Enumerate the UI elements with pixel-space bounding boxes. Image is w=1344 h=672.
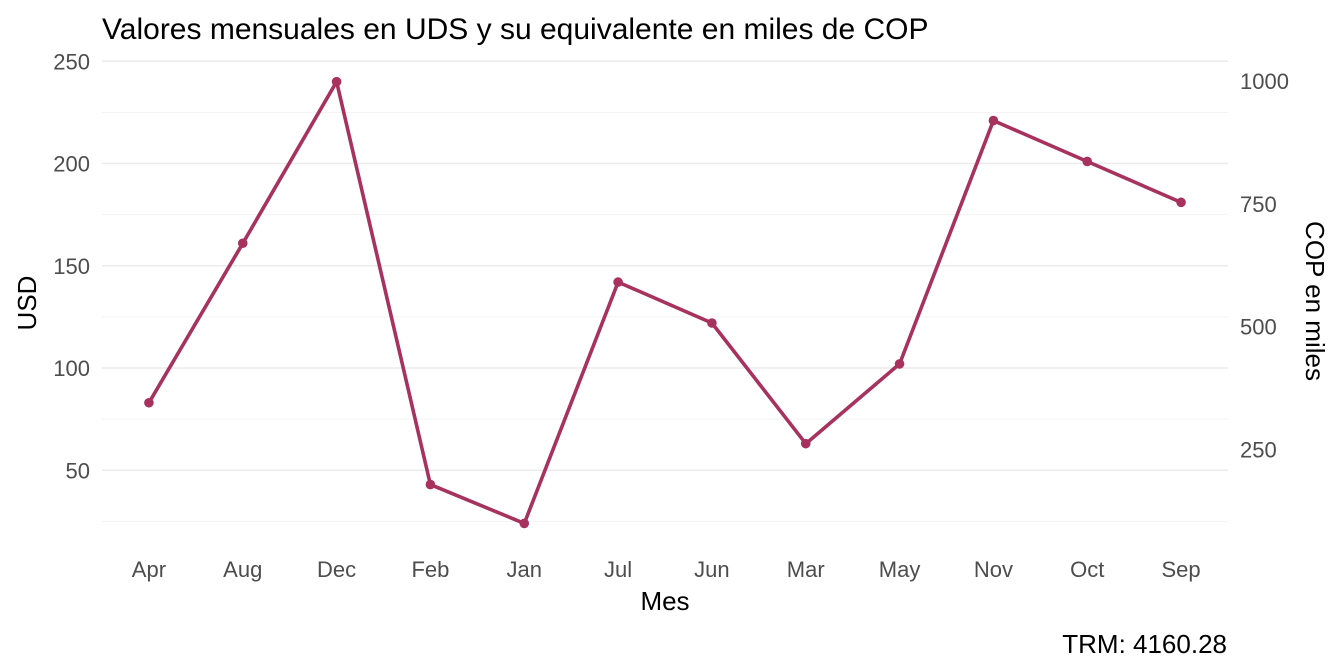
data-point bbox=[800, 438, 811, 449]
x-axis-ticks: Apr Aug Dec Feb Jan Jul Jun Mar May Nov Oct Sep bbox=[132, 557, 1201, 582]
data-point bbox=[613, 277, 623, 287]
data-point bbox=[331, 76, 342, 87]
y-tick-label: 250 bbox=[53, 49, 90, 74]
y-right-tick-label: 250 bbox=[1240, 438, 1277, 463]
x-tick-label: Jul bbox=[604, 557, 632, 582]
gridlines bbox=[102, 60, 1228, 522]
data-point bbox=[519, 518, 530, 529]
x-tick-label: Feb bbox=[411, 557, 449, 582]
data-point bbox=[144, 397, 154, 408]
x-tick-label: May bbox=[879, 557, 921, 582]
y-tick-label: 200 bbox=[53, 152, 90, 177]
chart-caption: TRM: 4160.28 bbox=[1062, 629, 1227, 659]
x-tick-label: Mar bbox=[787, 557, 825, 582]
x-tick-label: Apr bbox=[132, 557, 166, 582]
y-tick-label: 150 bbox=[53, 254, 90, 279]
series-line-group bbox=[144, 76, 1186, 529]
y-right-tick-label: 1000 bbox=[1240, 69, 1289, 94]
x-tick-label: Dec bbox=[317, 557, 356, 582]
x-tick-label: Nov bbox=[974, 557, 1013, 582]
data-point bbox=[894, 359, 905, 369]
x-axis-title: Mes bbox=[640, 586, 689, 616]
y-axis-title: USD bbox=[12, 276, 42, 331]
y-tick-label: 100 bbox=[53, 356, 90, 381]
x-tick-label: Sep bbox=[1162, 557, 1201, 582]
data-point bbox=[707, 318, 717, 328]
x-tick-label: Aug bbox=[223, 557, 262, 582]
data-point bbox=[988, 115, 999, 126]
series-line bbox=[147, 79, 1183, 526]
x-tick-label: Oct bbox=[1070, 557, 1104, 582]
data-point bbox=[1082, 156, 1093, 167]
data-point bbox=[425, 479, 436, 490]
x-tick-label: Jan bbox=[507, 557, 542, 582]
data-point bbox=[237, 238, 248, 249]
y-axis-right-ticks: 250 500 750 1000 bbox=[1240, 69, 1289, 463]
data-point bbox=[1176, 197, 1186, 208]
chart-title: Valores mensuales en UDS y su equivalent… bbox=[102, 13, 929, 46]
y-axis-ticks: 50 100 150 200 250 bbox=[53, 49, 90, 483]
y-right-tick-label: 500 bbox=[1240, 315, 1277, 340]
x-tick-label: Jun bbox=[694, 557, 729, 582]
y-right-tick-label: 750 bbox=[1240, 192, 1277, 217]
y-axis-right-title: COP en miles bbox=[1300, 221, 1330, 381]
y-tick-label: 50 bbox=[66, 458, 90, 483]
